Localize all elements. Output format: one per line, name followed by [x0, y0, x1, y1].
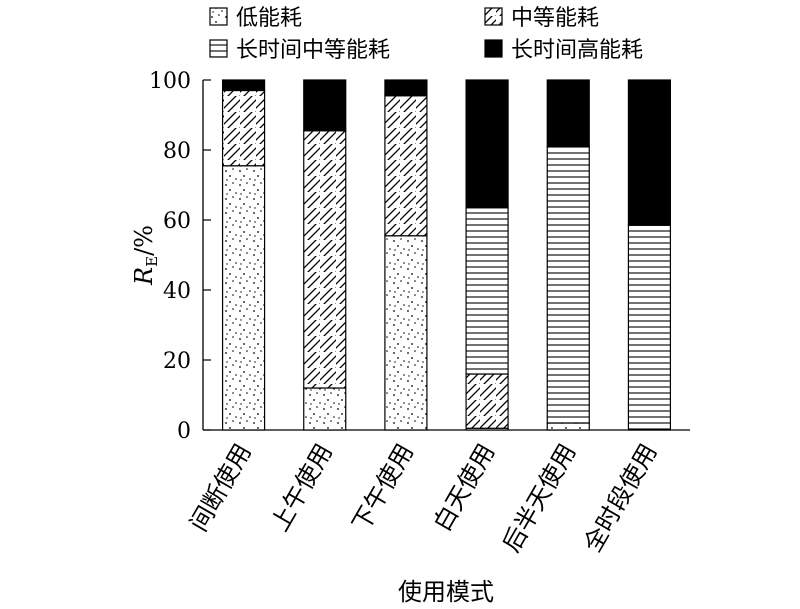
legend-item-long-medium-energy: 长时间中等能耗 [209, 38, 390, 63]
x-category-label: 后半天使用 [497, 439, 581, 557]
bar-segment-dots [221, 165, 266, 431]
legend-swatch-solid [484, 39, 503, 58]
legend-label-low-energy: 低能耗 [236, 6, 302, 31]
bar-segment-horizontal [465, 207, 509, 375]
y-tick-label: 20 [163, 349, 191, 374]
bar-stack [465, 79, 509, 431]
bar-stack [627, 79, 672, 431]
bar-segment-solid [627, 79, 672, 226]
bar-stack [384, 79, 428, 431]
x-category-label: 全时段使用 [578, 439, 662, 557]
y-tick-label: 80 [163, 139, 191, 164]
bar-segment-diagonal [384, 95, 428, 237]
y-tick-label: 100 [149, 69, 191, 94]
y-tick-label: 0 [177, 419, 191, 444]
x-axis-title: 使用模式 [398, 578, 494, 606]
y-axis-title-subscript: E [143, 256, 161, 267]
bars [221, 79, 672, 431]
bar-segment-solid [465, 79, 509, 209]
bar-segment-diagonal [303, 130, 347, 389]
bar-stack [546, 79, 590, 431]
legend-label-long-high-energy: 长时间高能耗 [511, 38, 643, 63]
bar-segment-solid [546, 79, 590, 148]
legend-item-low-energy: 低能耗 [209, 6, 302, 31]
bar-segment-solid [384, 79, 428, 97]
x-category-label: 白天使用 [428, 439, 500, 536]
svg-text:RE/%: RE/% [130, 225, 161, 286]
bar-segment-diagonal [221, 89, 266, 167]
legend-item-long-high-energy: 长时间高能耗 [484, 38, 643, 63]
bar-segment-horizontal [627, 224, 672, 431]
x-category-label: 上午使用 [266, 439, 338, 536]
y-tick-label: 40 [163, 279, 191, 304]
y-axis-title-unit: /% [130, 225, 158, 256]
bar-segment-dots [384, 235, 428, 431]
legend-swatch-diagonal [484, 7, 503, 26]
y-axis-ticks: 0 20 40 60 80 100 [149, 69, 211, 444]
y-axis-title-main: R [130, 267, 158, 286]
legend: 低能耗 中等能耗 长时间中等能耗 长时间高能耗 [209, 6, 643, 63]
bar-segment-solid [221, 79, 266, 92]
x-category-label: 间断使用 [185, 439, 257, 536]
x-category-label: 下午使用 [347, 439, 419, 536]
legend-label-medium-energy: 中等能耗 [511, 6, 599, 31]
legend-item-medium-energy: 中等能耗 [484, 6, 599, 31]
plot-area [202, 80, 690, 431]
legend-swatch-dots [209, 7, 228, 26]
bar-segment-solid [303, 79, 347, 132]
bar-segment-horizontal [546, 145, 590, 424]
bar-segment-dots [303, 387, 347, 431]
bar-stack [221, 79, 266, 431]
legend-swatch-horizontal [209, 39, 228, 58]
bar-segment-dots [546, 422, 590, 431]
y-tick-label: 60 [163, 209, 191, 234]
bar-segment-diagonal [465, 373, 509, 429]
legend-label-long-medium-energy: 长时间中等能耗 [236, 38, 390, 63]
y-axis-title: RE/% [130, 225, 161, 286]
bar-stack [303, 79, 347, 431]
